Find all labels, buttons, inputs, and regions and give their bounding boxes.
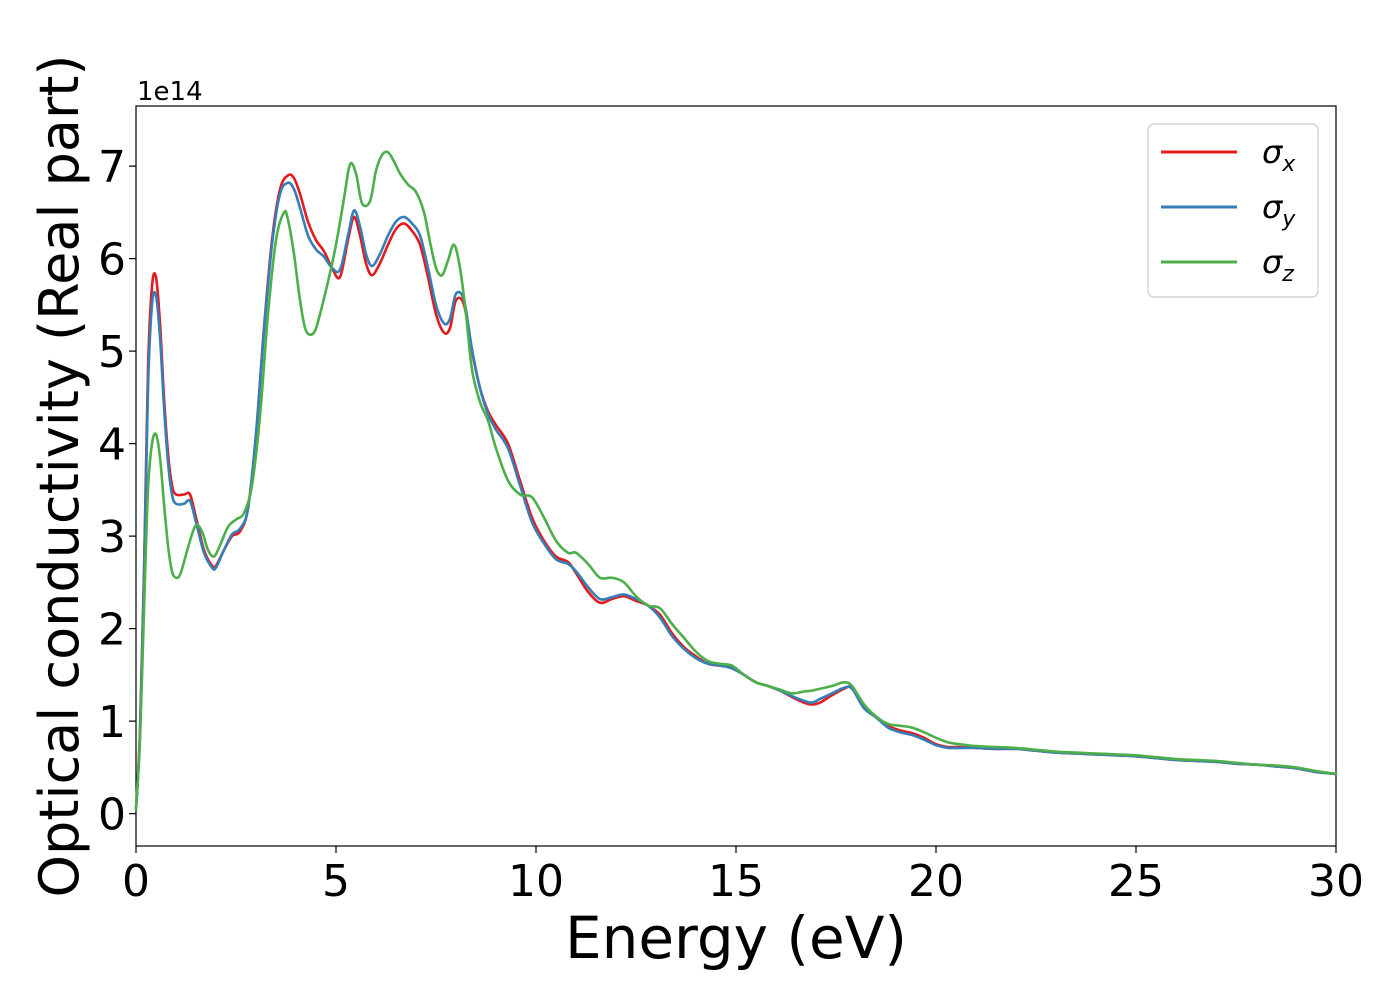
y-offset-text: 1e14 (137, 77, 203, 107)
series-line-y (134, 181, 1338, 811)
x-axis-ticks: 0 5 10 15 20 25 30 (122, 846, 1364, 907)
y-tick-label: 3 (98, 512, 126, 563)
series-line-z (134, 150, 1338, 811)
y-tick-label: 4 (98, 420, 126, 471)
x-tick-label: 5 (322, 856, 350, 907)
y-tick-label: 5 (98, 327, 126, 378)
y-tick-label: 7 (98, 142, 126, 193)
y-axis-ticks: 0 1 2 3 4 5 6 7 (98, 142, 136, 841)
legend: σx σy σz (1147, 123, 1319, 298)
legend-label-y: σy (1262, 188, 1296, 232)
legend-entries: σx σy σz (1161, 133, 1296, 287)
x-tick-label: 15 (708, 856, 764, 907)
x-tick-label: 30 (1308, 856, 1364, 907)
y-tick-label: 6 (98, 235, 126, 286)
x-tick-label: 20 (908, 856, 964, 907)
legend-label-z: σz (1262, 243, 1294, 287)
y-axis-label: Optical conductivity (Real part) (28, 55, 91, 898)
y-tick-label: 1 (98, 697, 126, 748)
x-tick-label: 0 (122, 856, 150, 907)
legend-frame (1147, 123, 1319, 298)
x-tick-label: 10 (508, 856, 564, 907)
series-lines (134, 150, 1338, 811)
legend-label-x: σx (1262, 133, 1296, 177)
x-tick-label: 25 (1108, 856, 1164, 907)
y-tick-label: 2 (98, 605, 126, 656)
y-tick-label: 0 (98, 790, 126, 841)
x-axis-label: Energy (eV) (565, 904, 907, 972)
